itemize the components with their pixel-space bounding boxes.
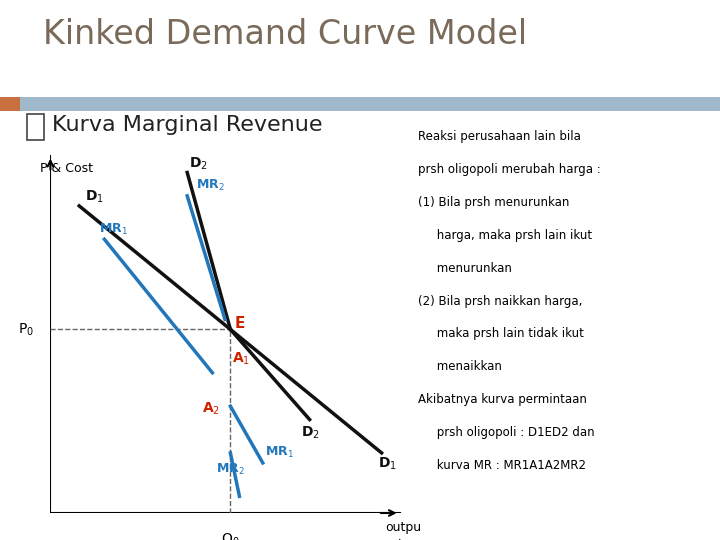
Text: menurunkan: menurunkan: [418, 262, 511, 275]
Text: prsh oligopoli : D1ED2 dan: prsh oligopoli : D1ED2 dan: [418, 426, 594, 439]
Text: t: t: [398, 538, 402, 540]
Text: outpu: outpu: [385, 521, 421, 535]
Text: D$_1$: D$_1$: [85, 189, 104, 205]
Text: MR$_2$: MR$_2$: [216, 462, 245, 477]
Text: Reaksi perusahaan lain bila: Reaksi perusahaan lain bila: [418, 130, 580, 143]
Text: Q$_0$: Q$_0$: [221, 531, 240, 540]
Text: MR$_1$: MR$_1$: [265, 446, 294, 461]
Text: (2) Bila prsh naikkan harga,: (2) Bila prsh naikkan harga,: [418, 295, 582, 308]
Text: prsh oligopoli merubah harga :: prsh oligopoli merubah harga :: [418, 163, 600, 176]
Text: Akibatnya kurva permintaan: Akibatnya kurva permintaan: [418, 393, 587, 406]
Text: (1) Bila prsh menurunkan: (1) Bila prsh menurunkan: [418, 196, 569, 209]
Text: Kinked Demand Curve Model: Kinked Demand Curve Model: [43, 17, 527, 51]
Text: menaikkan: menaikkan: [418, 360, 501, 373]
Text: P$_0$: P$_0$: [18, 321, 35, 338]
Text: harga, maka prsh lain ikut: harga, maka prsh lain ikut: [418, 229, 592, 242]
Text: Kurva Marginal Revenue: Kurva Marginal Revenue: [52, 115, 323, 135]
Text: P & Cost: P & Cost: [40, 163, 93, 176]
Text: kurva MR : MR1A1A2MR2: kurva MR : MR1A1A2MR2: [418, 459, 585, 472]
Text: MR$_2$: MR$_2$: [196, 178, 225, 193]
Text: A$_2$: A$_2$: [202, 401, 220, 417]
Text: MR$_1$: MR$_1$: [99, 221, 128, 237]
Bar: [0, 97, 20, 111]
Text: D$_2$: D$_2$: [301, 424, 320, 441]
Text: A$_1$: A$_1$: [232, 351, 251, 367]
Text: maka prsh lain tidak ikut: maka prsh lain tidak ikut: [418, 327, 583, 340]
Bar: [27, 113, 44, 140]
Text: E: E: [235, 316, 245, 330]
Text: D$_1$: D$_1$: [378, 456, 397, 472]
Text: D$_2$: D$_2$: [189, 156, 208, 172]
